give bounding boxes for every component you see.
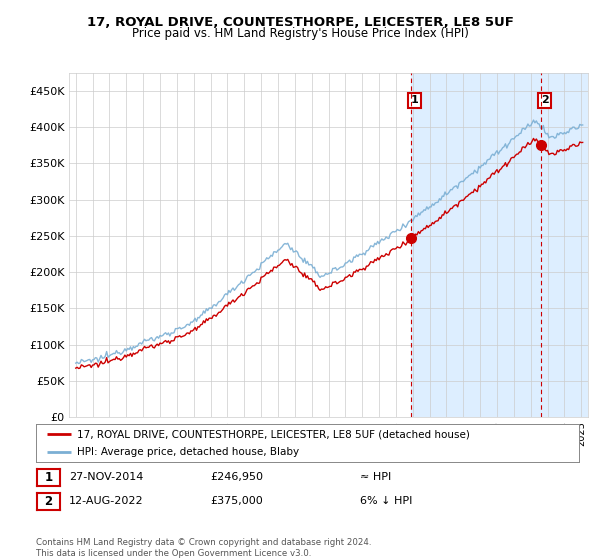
Text: 1: 1	[44, 470, 53, 484]
Text: ≈ HPI: ≈ HPI	[360, 472, 391, 482]
Text: 2: 2	[44, 494, 53, 508]
Text: 1: 1	[411, 95, 419, 105]
Text: Contains HM Land Registry data © Crown copyright and database right 2024.
This d: Contains HM Land Registry data © Crown c…	[36, 538, 371, 558]
Text: 2: 2	[541, 95, 548, 105]
Text: 6% ↓ HPI: 6% ↓ HPI	[360, 496, 412, 506]
Text: £375,000: £375,000	[210, 496, 263, 506]
Text: 27-NOV-2014: 27-NOV-2014	[69, 472, 143, 482]
Text: £246,950: £246,950	[210, 472, 263, 482]
Text: 17, ROYAL DRIVE, COUNTESTHORPE, LEICESTER, LE8 5UF (detached house): 17, ROYAL DRIVE, COUNTESTHORPE, LEICESTE…	[77, 429, 470, 439]
Text: HPI: Average price, detached house, Blaby: HPI: Average price, detached house, Blab…	[77, 447, 299, 457]
Text: Price paid vs. HM Land Registry's House Price Index (HPI): Price paid vs. HM Land Registry's House …	[131, 27, 469, 40]
Text: 12-AUG-2022: 12-AUG-2022	[69, 496, 143, 506]
Text: 17, ROYAL DRIVE, COUNTESTHORPE, LEICESTER, LE8 5UF: 17, ROYAL DRIVE, COUNTESTHORPE, LEICESTE…	[86, 16, 514, 29]
Bar	[412, 73, 588, 417]
